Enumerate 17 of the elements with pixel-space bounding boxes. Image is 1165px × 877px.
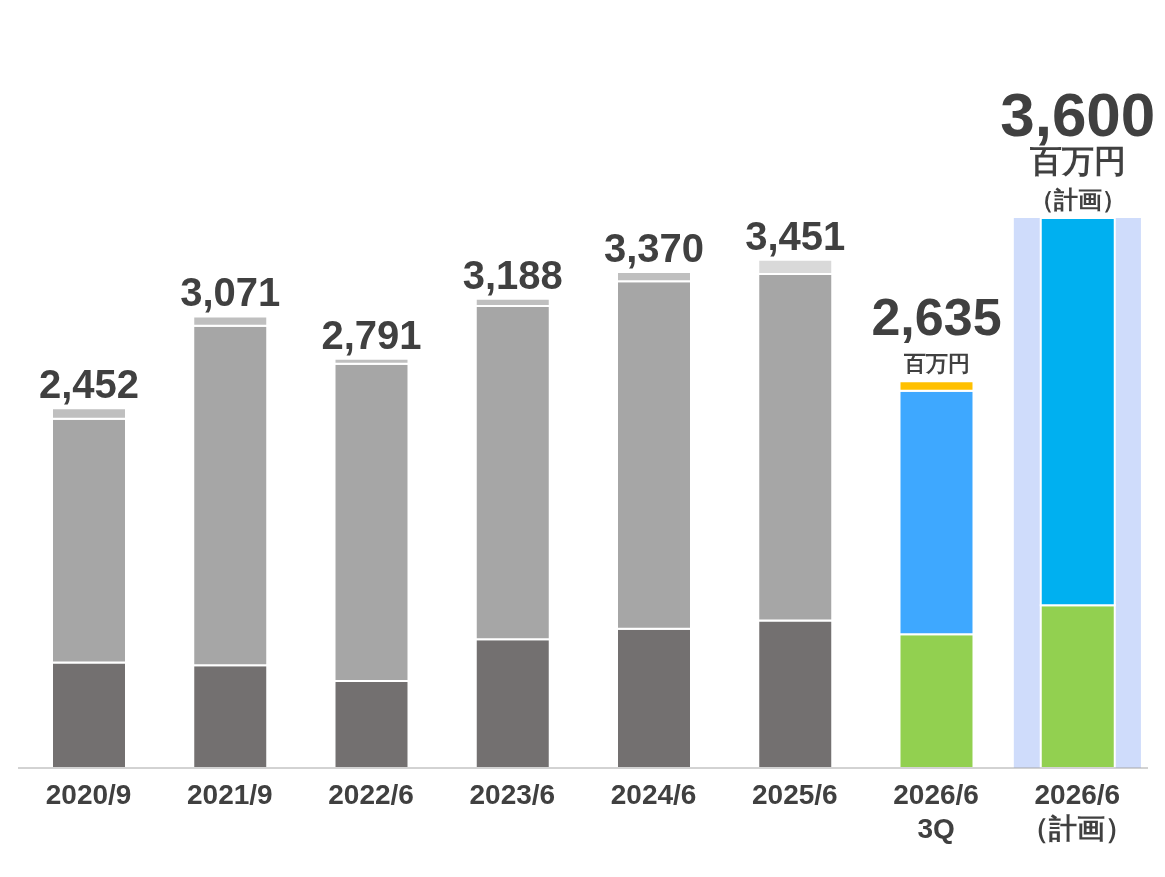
annotation: 2,791 <box>321 312 422 357</box>
x-tick-label: 2022/6 <box>328 779 414 810</box>
x-tick-label: 2025/6 <box>752 779 838 810</box>
x-tick-label: 2023/6 <box>469 779 556 810</box>
x-tick-label: 2026/6 （計画） <box>1021 779 1134 844</box>
annotation: 3,370 <box>603 225 705 270</box>
annotation: 百万円 <box>902 351 970 377</box>
x-tick-label: 2020/9 <box>45 779 132 810</box>
annotation: 2,452 <box>38 362 140 407</box>
x-tick-label: 2024/6 <box>610 779 697 810</box>
text: （計画） <box>1029 186 1126 213</box>
annotation: 3,071 <box>180 270 281 315</box>
annotation: 2,635 <box>871 288 1002 347</box>
x-tick-label: 2021/9 <box>187 779 273 810</box>
annotation: 3,188 <box>462 252 563 297</box>
x-tick-label: 2026/6 3Q <box>893 779 979 844</box>
annotation: 3,451 <box>745 213 846 258</box>
